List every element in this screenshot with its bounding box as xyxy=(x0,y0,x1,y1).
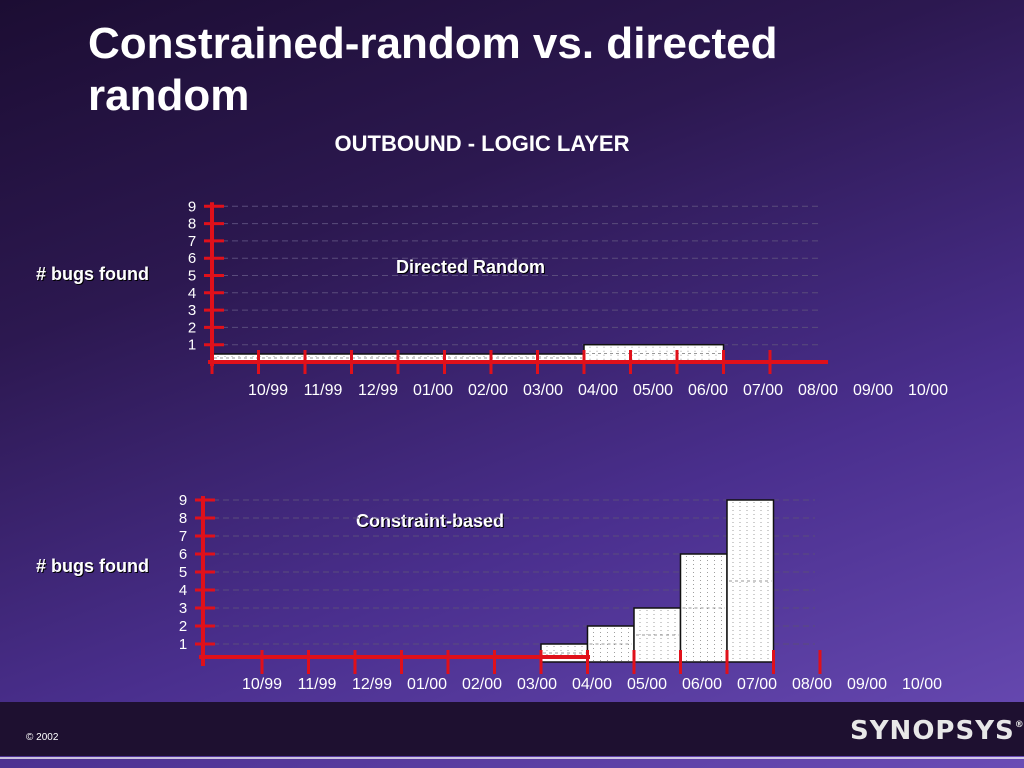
chart2-x-tick-label: 10/99 xyxy=(242,676,282,693)
chart2-y-tick-label: 1 xyxy=(179,636,187,653)
chart1-y-tick-label: 6 xyxy=(188,250,196,267)
slide-title: Constrained-random vs. directed random xyxy=(88,19,778,120)
chart1-x-tick-label: 02/00 xyxy=(468,382,508,399)
chart2-bar xyxy=(679,553,728,663)
chart1-x-tick-label: 01/00 xyxy=(413,382,453,399)
footer-line xyxy=(0,757,1024,759)
chart2-bar xyxy=(726,499,775,663)
chart1-x-tick-label: 10/00 xyxy=(908,382,948,399)
chart2-x-tick-label: 06/00 xyxy=(682,676,722,693)
chart1-x-tick-label: 04/00 xyxy=(578,382,618,399)
chart2-bar xyxy=(633,607,682,663)
chart1-x-tick-label: 11/99 xyxy=(304,382,343,399)
chart2-y-tick-label: 5 xyxy=(179,564,187,581)
chart1-y-tick-label: 1 xyxy=(188,337,196,354)
chart1-x-tick-label: 09/00 xyxy=(853,382,893,399)
slide-subtitle: OUTBOUND - LOGIC LAYER xyxy=(334,131,630,156)
chart1-x-tick-label: 06/00 xyxy=(688,382,728,399)
chart1-y-tick-label: 4 xyxy=(188,285,196,302)
chart1-x-tick-label: 05/00 xyxy=(633,382,673,399)
chart2-x-tick-label: 03/00 xyxy=(517,676,557,693)
chart1-y-tick-label: 2 xyxy=(188,319,196,336)
chart2-bar xyxy=(586,625,635,663)
chart1-y-tick-label: 7 xyxy=(188,233,196,250)
chart2-y-tick-label: 7 xyxy=(179,528,187,545)
chart2-x-tick-label: 10/00 xyxy=(902,676,942,693)
chart2-bar-rect xyxy=(726,499,775,663)
chart1-x-tick-label: 12/99 xyxy=(358,382,398,399)
copyright-text: © 2002 xyxy=(26,732,59,743)
chart2-x-tick-label: 12/99 xyxy=(352,676,392,693)
chart2-x-tick-label: 09/00 xyxy=(847,676,887,693)
chart1-title: Directed Random xyxy=(396,257,546,277)
chart2-x-tick-label: 08/00 xyxy=(792,676,832,693)
chart1-y-tick-label: 5 xyxy=(188,268,196,285)
chart2-y-tick-label: 4 xyxy=(179,582,187,599)
chart2-ylabel: # bugs found xyxy=(36,556,149,576)
chart2-y-tick-label: 3 xyxy=(179,600,187,617)
chart1-ylabel: # bugs found xyxy=(36,264,149,284)
chart2-x-tick-label: 07/00 xyxy=(737,676,777,693)
chart2-y-tick-label: 2 xyxy=(179,618,187,635)
chart1-y-tick-label: 3 xyxy=(188,302,196,319)
chart2-y-tick-label: 8 xyxy=(179,510,187,527)
chart1-y-tick-label: 9 xyxy=(188,198,196,215)
chart2-y-tick-label: 9 xyxy=(179,492,187,509)
footer-bar: © 2002 SYNOPSYS® xyxy=(0,702,1024,756)
chart1-x-tick-label: 10/99 xyxy=(248,382,288,399)
chart2-title: Constraint-based xyxy=(356,511,505,531)
chart2-x-tick-label: 05/00 xyxy=(627,676,667,693)
chart1-y-tick-label: 8 xyxy=(188,216,196,233)
chart2-x-tick-label: 11/99 xyxy=(298,676,337,693)
chart1-x-tick-label: 08/00 xyxy=(798,382,838,399)
chart2-x-tick-label: 04/00 xyxy=(572,676,612,693)
chart2-x-tick-label: 01/00 xyxy=(407,676,447,693)
chart1-x-tick-label: 03/00 xyxy=(523,382,563,399)
chart2-bar xyxy=(540,643,589,663)
chart2-y-tick-label: 6 xyxy=(179,546,187,563)
synopsys-logo: SYNOPSYS® xyxy=(850,716,1024,746)
chart2-x-tick-label: 02/00 xyxy=(462,676,502,693)
chart1-x-tick-label: 07/00 xyxy=(743,382,783,399)
